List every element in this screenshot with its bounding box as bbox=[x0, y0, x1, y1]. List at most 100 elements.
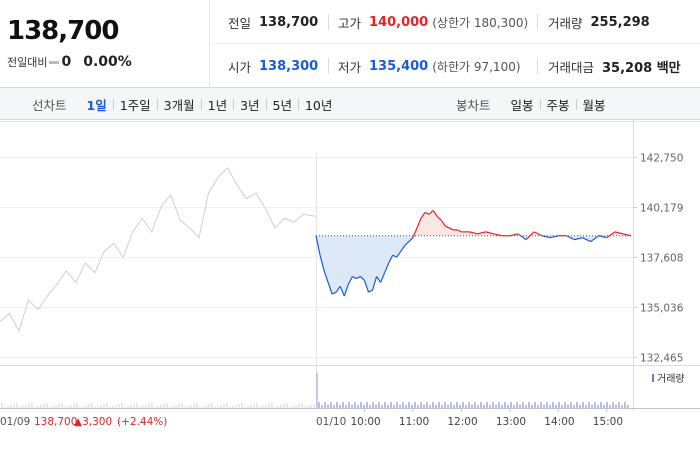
candle-tab[interactable]: 주봉 bbox=[546, 97, 570, 113]
x-tick-label: 12:00 bbox=[447, 416, 477, 428]
price-line-segment bbox=[533, 231, 543, 237]
price-chart[interactable]: 142,750 140,179 137,608 135,036 132,465 거래량 01… bbox=[0, 121, 700, 450]
candle-chart-types: 봉차트 일봉 주봉 월봉 bbox=[456, 88, 612, 120]
price-line-segment bbox=[384, 262, 390, 273]
price-line-segment bbox=[343, 284, 349, 297]
price-line-segment bbox=[363, 280, 370, 293]
x-tick-label: 13:00 bbox=[496, 416, 526, 428]
price-line-segment bbox=[485, 231, 494, 235]
price-chart-svg: 142,750 140,179 137,608 135,036 132,465 거래량 01… bbox=[0, 121, 700, 428]
price-line-segment bbox=[509, 233, 519, 237]
price-line-segment bbox=[412, 227, 418, 238]
volume-cell: 거래량 255,298 bbox=[548, 0, 650, 44]
period-tab[interactable]: 3년 bbox=[240, 97, 260, 113]
price-line-segment bbox=[622, 233, 632, 237]
x-tick-label: 11:00 bbox=[399, 416, 429, 428]
price-line-segment bbox=[392, 254, 398, 258]
price-line-segment bbox=[388, 254, 394, 264]
high-label: 고가 bbox=[338, 15, 362, 31]
y-tick-label: 132,465 bbox=[640, 353, 683, 365]
change-label: 전일대비 bbox=[7, 56, 48, 69]
price-line-segment bbox=[315, 235, 321, 256]
divider bbox=[328, 14, 329, 30]
prev-day-change: ▲3,300 bbox=[74, 416, 112, 428]
y-tick-label: 137,608 bbox=[640, 253, 683, 265]
x-tick-label: 10:00 bbox=[350, 416, 380, 428]
prev-close-label: 전일 bbox=[228, 15, 252, 31]
toolbar-divider bbox=[575, 98, 577, 110]
candle-chart-label: 봉차트 bbox=[456, 97, 491, 113]
lower-limit: (하한가 97,100) bbox=[432, 59, 521, 74]
line-chart-label: 선차트 bbox=[32, 97, 67, 113]
upper-limit: (상한가 180,300) bbox=[432, 15, 529, 30]
price-line-segment bbox=[371, 276, 378, 291]
price-stats: 전일 138,700 고가 140,000 (상한가 180,300) 거래량 … bbox=[210, 0, 700, 88]
amount-label: 거래대금 bbox=[548, 59, 595, 75]
price-line-segment bbox=[432, 210, 438, 217]
price-line-segment bbox=[598, 235, 607, 239]
prev-day-label: 01/09 bbox=[0, 416, 30, 428]
toolbar-divider bbox=[156, 98, 158, 110]
price-line-segment bbox=[323, 270, 329, 283]
open-value: 138,300 bbox=[259, 58, 319, 74]
candle-tab[interactable]: 일봉 bbox=[510, 97, 534, 113]
price-line-segment bbox=[339, 286, 345, 297]
low-value: 135,400 bbox=[369, 58, 429, 74]
price-line-segment bbox=[428, 210, 434, 215]
below-baseline-fill bbox=[316, 235, 610, 297]
stats-row-2: 시가 138,300 저가 135,400 (하한가 97,100) 거래대금 … bbox=[210, 44, 700, 88]
y-tick-label: 140,179 bbox=[640, 203, 683, 215]
change-percent: 0.00% bbox=[83, 54, 132, 70]
price-line-segment bbox=[582, 237, 591, 243]
low-cell: 저가 135,400 (하한가 97,100) bbox=[338, 44, 521, 88]
price-line-segment bbox=[327, 282, 333, 295]
price-line-segment bbox=[493, 233, 502, 237]
stock-summary-panel: 138,700 전일대비 0 0.00% 전일 138,700 고가 140,0… bbox=[0, 0, 700, 88]
prev-day-price: 138,700 bbox=[34, 416, 77, 428]
volume-value: 255,298 bbox=[590, 14, 650, 30]
divider bbox=[537, 14, 538, 30]
divider bbox=[328, 58, 329, 74]
low-label: 저가 bbox=[338, 59, 362, 75]
price-line-segment bbox=[550, 235, 559, 239]
x-tick-label: 14:00 bbox=[544, 416, 574, 428]
price-line-segment bbox=[352, 276, 357, 280]
y-tick-label: 142,750 bbox=[640, 153, 683, 165]
chart-toolbar: 선차트 1일 1주일 3개월 1년 3년 5년 10년 봉차트 일봉 주봉 월봉 bbox=[0, 88, 700, 120]
period-tab[interactable]: 5년 bbox=[272, 97, 292, 113]
price-line-segment bbox=[436, 215, 442, 221]
price-line-segment bbox=[347, 276, 353, 285]
price-line-segment bbox=[404, 241, 410, 246]
prev-close-cell: 전일 138,700 bbox=[228, 0, 318, 44]
flat-icon bbox=[49, 60, 60, 64]
prev-day-line bbox=[0, 166, 317, 333]
volume-legend-label: 거래량 bbox=[657, 373, 685, 385]
high-value: 140,000 bbox=[369, 14, 429, 30]
toolbar-divider bbox=[297, 98, 299, 110]
day-label: 01/10 bbox=[316, 416, 346, 428]
change-value: 0 bbox=[61, 54, 72, 70]
period-tab[interactable]: 1주일 bbox=[119, 97, 151, 113]
toolbar-divider bbox=[112, 98, 114, 110]
price-line-segment bbox=[440, 219, 446, 227]
period-tab[interactable]: 3개월 bbox=[163, 97, 195, 113]
price-line-segment bbox=[444, 225, 450, 229]
price-line-segment bbox=[416, 218, 422, 229]
period-tab[interactable]: 10년 bbox=[304, 97, 333, 113]
divider bbox=[537, 58, 538, 74]
price-line-segment bbox=[408, 237, 414, 243]
price-line-segment bbox=[360, 276, 365, 281]
price-line-segment bbox=[400, 245, 406, 252]
stats-row-1: 전일 138,700 고가 140,000 (상한가 180,300) 거래량 … bbox=[210, 0, 700, 44]
prev-close-value: 138,700 bbox=[259, 14, 319, 30]
period-tab[interactable]: 1년 bbox=[207, 97, 228, 113]
amount-value: 35,208 백만 bbox=[602, 60, 681, 76]
open-cell: 시가 138,300 bbox=[228, 44, 318, 88]
price-line-segment bbox=[396, 250, 402, 258]
price-line-segment bbox=[376, 276, 382, 283]
candle-tab[interactable]: 월봉 bbox=[582, 97, 606, 113]
volume-label: 거래량 bbox=[548, 15, 583, 31]
above-baseline-fill bbox=[316, 210, 631, 236]
period-tab[interactable]: 1일 bbox=[86, 97, 107, 113]
price-line-segment bbox=[424, 211, 430, 215]
